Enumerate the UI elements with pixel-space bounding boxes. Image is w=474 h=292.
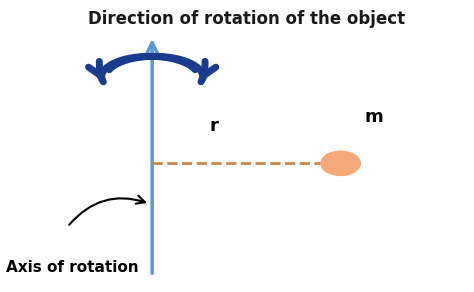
Text: m: m: [365, 108, 383, 126]
Text: r: r: [209, 117, 218, 135]
Text: Direction of rotation of the object: Direction of rotation of the object: [88, 10, 405, 28]
Ellipse shape: [321, 151, 360, 175]
Text: Axis of rotation: Axis of rotation: [6, 260, 139, 275]
